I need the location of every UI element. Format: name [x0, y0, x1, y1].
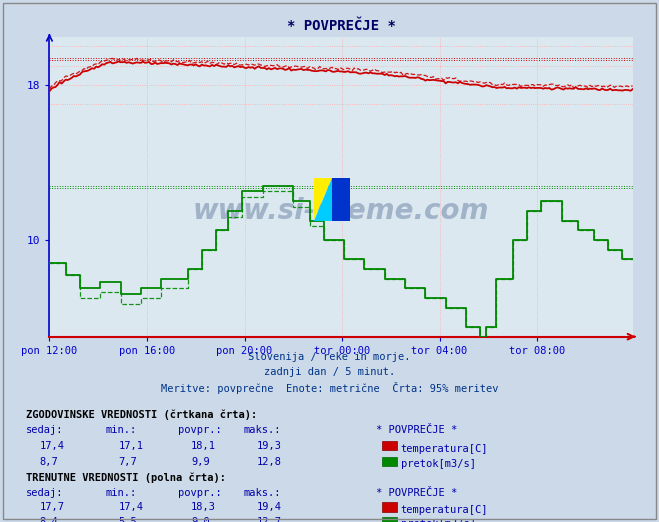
Text: povpr.:: povpr.: — [178, 425, 221, 435]
Text: 17,4: 17,4 — [119, 502, 144, 512]
Text: 9,9: 9,9 — [191, 457, 210, 467]
Text: min.:: min.: — [105, 425, 136, 435]
Text: 5,5: 5,5 — [119, 517, 137, 522]
Text: min.:: min.: — [105, 488, 136, 498]
Text: maks.:: maks.: — [244, 425, 281, 435]
Polygon shape — [332, 178, 350, 220]
Text: 17,4: 17,4 — [40, 441, 65, 451]
Text: * POVPREČJE *: * POVPREČJE * — [376, 488, 457, 498]
Text: TRENUTNE VREDNOSTI (polna črta):: TRENUTNE VREDNOSTI (polna črta): — [26, 472, 226, 483]
Polygon shape — [314, 178, 332, 220]
Text: pretok[m3/s]: pretok[m3/s] — [401, 519, 476, 522]
Text: 8,4: 8,4 — [40, 517, 58, 522]
Text: * POVPREČJE *: * POVPREČJE * — [376, 425, 457, 435]
Text: 17,1: 17,1 — [119, 441, 144, 451]
Text: temperatura[C]: temperatura[C] — [401, 444, 488, 454]
Text: povpr.:: povpr.: — [178, 488, 221, 498]
Text: sedaj:: sedaj: — [26, 425, 64, 435]
Text: maks.:: maks.: — [244, 488, 281, 498]
Text: 9,0: 9,0 — [191, 517, 210, 522]
Title: * POVPREČJE *: * POVPREČJE * — [287, 19, 395, 32]
Text: Slovenija / reke in morje.: Slovenija / reke in morje. — [248, 352, 411, 362]
Text: 18,3: 18,3 — [191, 502, 216, 512]
Text: Meritve: povprečne  Enote: metrične  Črta: 95% meritev: Meritve: povprečne Enote: metrične Črta:… — [161, 382, 498, 394]
Text: 19,4: 19,4 — [257, 502, 282, 512]
Text: 12,8: 12,8 — [257, 457, 282, 467]
Text: pretok[m3/s]: pretok[m3/s] — [401, 459, 476, 469]
Text: sedaj:: sedaj: — [26, 488, 64, 498]
Text: 17,7: 17,7 — [40, 502, 65, 512]
Text: ZGODOVINSKE VREDNOSTI (črtkana črta):: ZGODOVINSKE VREDNOSTI (črtkana črta): — [26, 410, 258, 420]
Polygon shape — [314, 178, 332, 220]
Text: zadnji dan / 5 minut.: zadnji dan / 5 minut. — [264, 367, 395, 377]
Text: 18,1: 18,1 — [191, 441, 216, 451]
Text: temperatura[C]: temperatura[C] — [401, 505, 488, 515]
Text: 12,7: 12,7 — [257, 517, 282, 522]
Text: 19,3: 19,3 — [257, 441, 282, 451]
Text: 8,7: 8,7 — [40, 457, 58, 467]
Text: www.si-vreme.com: www.si-vreme.com — [193, 197, 489, 224]
Text: 7,7: 7,7 — [119, 457, 137, 467]
